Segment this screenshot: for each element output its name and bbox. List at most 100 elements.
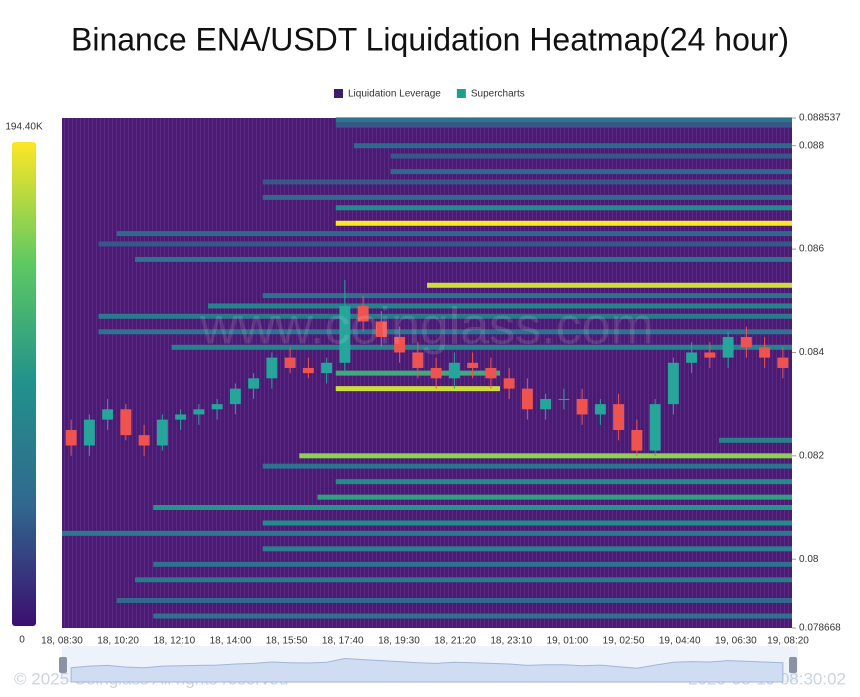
- candle-body: [521, 388, 533, 410]
- heat-band: [262, 520, 792, 526]
- navigator-handle[interactable]: [789, 657, 797, 673]
- heat-band: [62, 530, 792, 536]
- x-tick-label: 18, 23:10: [490, 636, 532, 647]
- candle-body: [485, 367, 497, 379]
- candle-body: [102, 409, 114, 420]
- colorbar: [12, 142, 36, 626]
- y-tick-label: 0.086: [799, 244, 824, 255]
- legend: Liquidation Leverage Supercharts: [334, 89, 525, 100]
- heat-band: [98, 241, 792, 247]
- x-tick-label: 19, 06:30: [715, 636, 757, 647]
- candle-body: [740, 336, 752, 348]
- heat-band: [153, 613, 792, 619]
- heat-band: [335, 386, 500, 392]
- candle-body: [248, 378, 260, 389]
- y-tick-label: 0.088537: [799, 113, 841, 124]
- candle-body: [467, 362, 479, 368]
- legend-label: Supercharts: [471, 89, 525, 100]
- legend-swatch: [334, 89, 343, 98]
- heat-band: [262, 293, 792, 299]
- candle-body: [175, 414, 187, 420]
- candle-body: [65, 429, 77, 446]
- x-tick-label: 19, 08:20: [767, 636, 809, 647]
- heat-band: [116, 231, 792, 237]
- heat-band: [135, 577, 792, 583]
- candle-body: [284, 357, 296, 368]
- watermark: www.coinglass.com: [199, 298, 654, 356]
- heat-band: [262, 546, 792, 552]
- candle-body: [193, 409, 205, 415]
- x-tick-label: 18, 17:40: [322, 636, 364, 647]
- x-tick-label: 18, 19:30: [378, 636, 420, 647]
- legend-swatch: [456, 89, 466, 98]
- candle-body: [412, 352, 424, 368]
- heat-band: [335, 117, 792, 123]
- candle-body: [649, 404, 661, 451]
- candle-body: [430, 367, 442, 379]
- y-tick-label: 0.082: [799, 450, 824, 461]
- heat-band: [299, 453, 792, 459]
- navigator-handle[interactable]: [59, 657, 67, 673]
- x-tick-label: 18, 08:30: [41, 636, 83, 647]
- candle-body: [339, 305, 351, 363]
- heat-band: [153, 504, 792, 510]
- legend-label: Liquidation Leverage: [348, 89, 441, 100]
- y-tick-label: 0.088: [799, 140, 824, 151]
- heat-band: [98, 313, 792, 319]
- candle-body: [229, 388, 241, 405]
- heat-band: [335, 122, 792, 128]
- heat-band: [116, 598, 792, 604]
- candle-body: [302, 367, 314, 374]
- heat-band: [208, 303, 792, 309]
- colorbar-label: 0: [19, 635, 25, 646]
- navigator-line: [70, 657, 784, 683]
- candle-body: [321, 362, 333, 374]
- candle-body: [138, 435, 150, 446]
- candle-body: [667, 362, 679, 405]
- candle-body: [594, 404, 606, 415]
- candle-body: [631, 429, 643, 451]
- candle-body: [83, 419, 95, 446]
- candle-body: [777, 357, 789, 368]
- x-tick-label: 18, 21:20: [434, 636, 476, 647]
- candle-body: [448, 362, 460, 379]
- heat-band: [335, 220, 792, 226]
- heat-band: [354, 143, 792, 149]
- heat-band: [135, 256, 792, 262]
- colorbar-label: 194.40K: [5, 122, 43, 133]
- heat-band: [335, 205, 792, 211]
- y-tick-label: 0.078668: [799, 623, 841, 634]
- x-tick-label: 18, 14:00: [210, 636, 252, 647]
- heat-band: [719, 437, 792, 443]
- heat-band: [262, 179, 792, 185]
- candle-body: [722, 336, 734, 358]
- x-tick-label: 19, 04:40: [659, 636, 701, 647]
- heat-band: [427, 282, 792, 288]
- heat-band: [98, 329, 792, 335]
- x-tick-label: 18, 10:20: [97, 636, 139, 647]
- heat-band: [317, 494, 792, 500]
- heat-band: [335, 479, 792, 485]
- candle-body: [613, 404, 625, 430]
- candle-body: [759, 347, 771, 358]
- candle-body: [357, 305, 369, 322]
- heat-band: [153, 561, 792, 567]
- candle-body: [375, 321, 387, 337]
- chart-title: Binance ENA/USDT Liquidation Heatmap(24 …: [71, 21, 789, 57]
- candle-body: [704, 352, 716, 358]
- heat-band: [390, 169, 792, 175]
- candle-body: [211, 404, 223, 410]
- heat-band: [171, 344, 792, 350]
- candle-body: [156, 419, 168, 446]
- heat-band: [262, 194, 792, 200]
- candle-body: [540, 398, 552, 410]
- x-tick-label: 19, 02:50: [603, 636, 645, 647]
- candle-body: [266, 357, 278, 379]
- candle-body: [503, 378, 515, 389]
- heat-band: [390, 153, 792, 159]
- heat-band: [262, 463, 792, 469]
- x-tick-label: 18, 15:50: [266, 636, 308, 647]
- candle-body: [558, 398, 570, 400]
- candle-body: [120, 409, 132, 436]
